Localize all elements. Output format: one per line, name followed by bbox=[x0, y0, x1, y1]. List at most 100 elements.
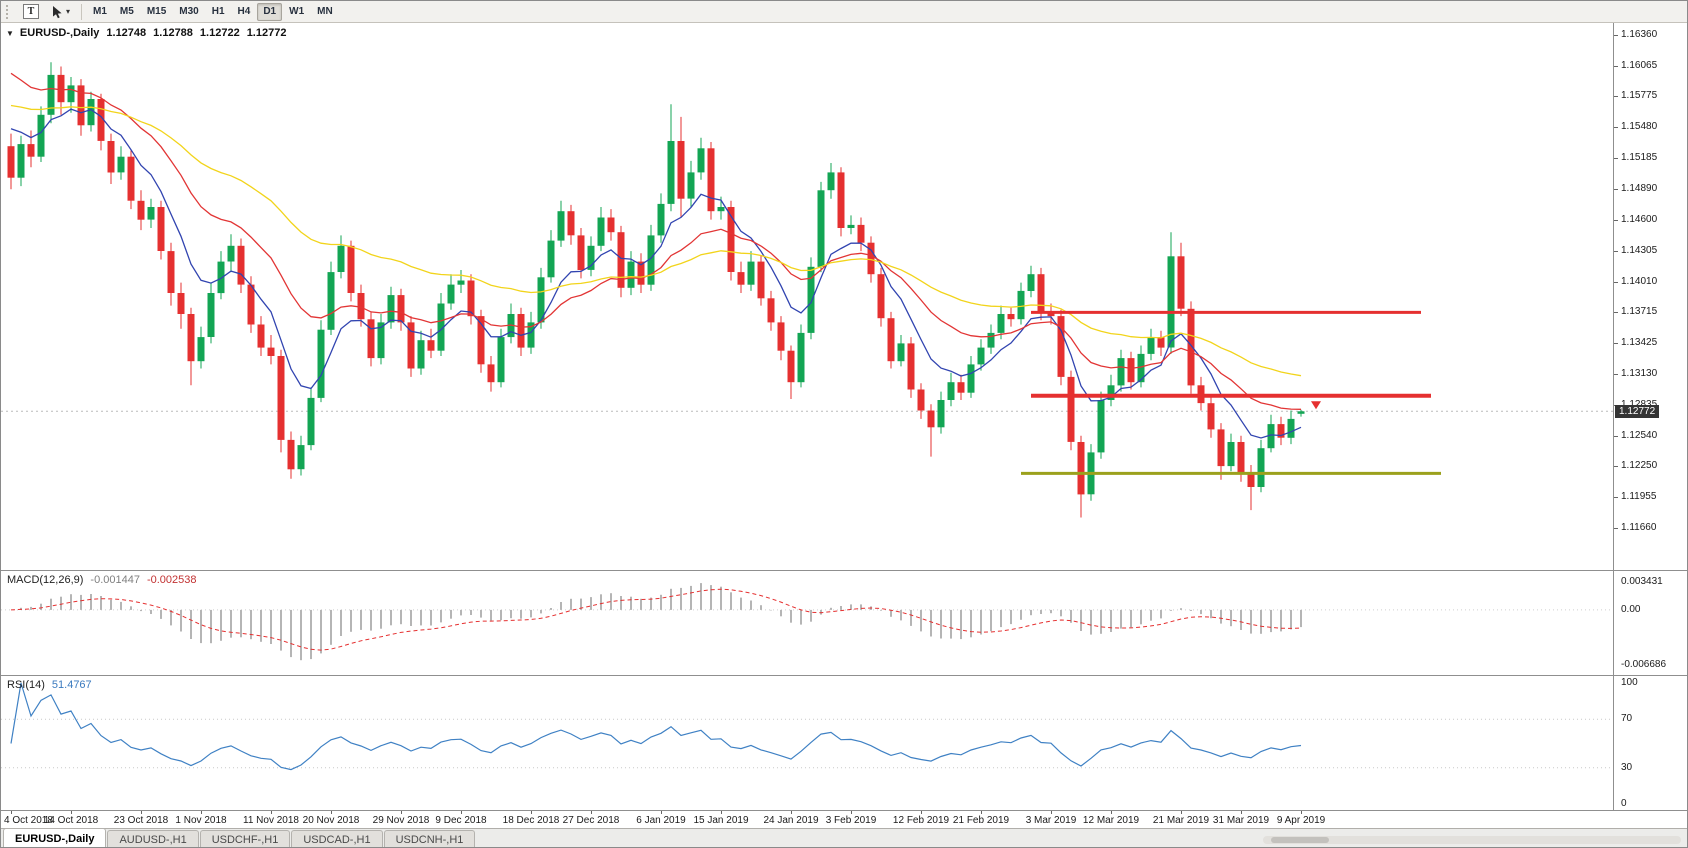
price-axis-label: 1.15480 bbox=[1621, 121, 1658, 132]
axis-tick bbox=[1614, 312, 1618, 313]
templates-icon: T bbox=[23, 4, 39, 19]
macd-signal-value: -0.002538 bbox=[146, 574, 197, 586]
ohlc-open: 1.12748 bbox=[106, 27, 147, 39]
axis-tick bbox=[1614, 343, 1618, 344]
axis-tick bbox=[1614, 189, 1618, 190]
ohlc-high: 1.12788 bbox=[153, 27, 193, 39]
price-axis-label: 1.14010 bbox=[1621, 276, 1658, 287]
rsi-axis-label: 100 bbox=[1621, 677, 1638, 688]
axis-tick bbox=[1614, 466, 1618, 467]
date-tick bbox=[1301, 811, 1302, 814]
date-axis-label: 31 Mar 2019 bbox=[1212, 815, 1270, 826]
date-axis[interactable]: 4 Oct 2018 14 Oct 2018 23 Oct 2018 1 Nov 20… bbox=[1, 811, 1687, 828]
date-axis-label: 27 Dec 2018 bbox=[562, 815, 620, 826]
axis-tick bbox=[1614, 528, 1618, 529]
toolbar-grip[interactable] bbox=[6, 4, 11, 19]
date-tick bbox=[141, 811, 142, 814]
timeframe-button-m30[interactable]: M30 bbox=[179, 6, 199, 17]
date-axis-label: 6 Jan 2019 bbox=[636, 815, 686, 826]
fast-ma-line bbox=[10, 108, 1302, 439]
date-tick bbox=[721, 811, 722, 814]
timeframe-buttons: M1 M5 M15 M30 H1 H4 D1 W1 MN bbox=[87, 2, 339, 21]
date-tick bbox=[1181, 811, 1182, 814]
price-axis-label: 1.15185 bbox=[1621, 152, 1658, 163]
date-tick bbox=[1051, 811, 1052, 814]
date-axis-label: 18 Dec 2018 bbox=[502, 815, 560, 826]
macd-axis-label: -0.006686 bbox=[1621, 659, 1667, 670]
rsi-value: 51.4767 bbox=[51, 679, 92, 691]
date-axis-label: 3 Mar 2019 bbox=[1025, 815, 1077, 826]
date-axis-label: 3 Feb 2019 bbox=[825, 815, 877, 826]
price-chart-canvas[interactable] bbox=[1, 23, 1613, 570]
date-axis-label: 23 Oct 2018 bbox=[113, 815, 169, 826]
price-axis-label: 1.13425 bbox=[1621, 337, 1658, 348]
price-axis-label: 1.14305 bbox=[1621, 245, 1658, 256]
rsi-panel[interactable]: RSI(14) 51.4767 100 70 30 0 bbox=[1, 676, 1687, 810]
macd-canvas[interactable] bbox=[1, 571, 1613, 675]
timeframe-button-m1[interactable]: M1 bbox=[93, 6, 107, 17]
date-axis-label: 9 Dec 2018 bbox=[435, 815, 487, 826]
axis-tick bbox=[1614, 220, 1618, 221]
tabbar-scrollbar-thumb[interactable] bbox=[1271, 837, 1329, 843]
timeframe-button-w1[interactable]: W1 bbox=[289, 6, 305, 17]
date-tick bbox=[71, 811, 72, 814]
macd-axis-label: 0.00 bbox=[1621, 604, 1641, 615]
date-tick bbox=[1241, 811, 1242, 814]
dropdown-caret-icon: ▾ bbox=[66, 7, 71, 16]
rsi-canvas[interactable] bbox=[1, 676, 1613, 810]
cursor-tool-button[interactable]: ▾ bbox=[45, 3, 76, 21]
chart-title: ▼ EURUSD-,Daily 1.12748 1.12788 1.12722 … bbox=[6, 27, 286, 39]
templates-button[interactable]: T bbox=[17, 3, 45, 21]
axis-tick bbox=[1614, 374, 1618, 375]
timeframe-button-d1[interactable]: D1 bbox=[257, 2, 283, 21]
macd-panel[interactable]: MACD(12,26,9) -0.001447 -0.002538 0.0034… bbox=[1, 571, 1687, 675]
rsi-name: RSI(14) bbox=[7, 679, 45, 691]
rsi-line bbox=[10, 682, 1302, 771]
timeframe-button-m15[interactable]: M15 bbox=[146, 6, 167, 17]
date-tick bbox=[1111, 811, 1112, 814]
price-axis-label: 1.12540 bbox=[1621, 430, 1658, 441]
price-axis[interactable]: 1.12772 1.16360 1.16065 1.15775 1.15480 1.15… bbox=[1613, 23, 1687, 570]
date-axis-label: 11 Nov 2018 bbox=[243, 815, 299, 826]
chart-tab-usdcnh-h1[interactable]: USDCNH-,H1 bbox=[383, 830, 476, 847]
axis-tick bbox=[1614, 282, 1618, 283]
slow-ma-line bbox=[10, 104, 1302, 377]
date-tick bbox=[851, 811, 852, 814]
price-chart-panel[interactable]: ▼ EURUSD-,Daily 1.12748 1.12788 1.12722 … bbox=[1, 23, 1687, 570]
tick-direction-arrow-icon bbox=[1311, 401, 1321, 410]
rsi-axis-label: 70 bbox=[1621, 713, 1633, 724]
date-axis-label: 4 Oct 2018 bbox=[4, 815, 53, 826]
date-axis-label: 21 Mar 2019 bbox=[1152, 815, 1210, 826]
medium-ma-line bbox=[10, 72, 1302, 410]
axis-tick bbox=[1614, 497, 1618, 498]
timeframe-button-m5[interactable]: M5 bbox=[119, 6, 134, 17]
cursor-icon bbox=[53, 5, 62, 18]
chart-tab-usdchf-h1[interactable]: USDCHF-,H1 bbox=[199, 830, 291, 847]
timeframe-button-mn[interactable]: MN bbox=[317, 6, 333, 17]
tabbar-scrollbar[interactable] bbox=[1263, 836, 1681, 844]
date-tick bbox=[791, 811, 792, 814]
axis-tick bbox=[1614, 158, 1618, 159]
rsi-label: RSI(14) 51.4767 bbox=[7, 679, 92, 691]
chart-tab-eurusd-daily[interactable]: EURUSD-,Daily bbox=[3, 828, 107, 847]
chart-tab-audusd-h1[interactable]: AUDUSD-,H1 bbox=[107, 830, 199, 847]
price-axis-label: 1.15775 bbox=[1621, 90, 1658, 101]
date-axis-label: 12 Feb 2019 bbox=[892, 815, 950, 826]
toolbar-separator bbox=[81, 3, 83, 20]
rsi-axis: 100 70 30 0 bbox=[1613, 676, 1687, 810]
date-tick bbox=[461, 811, 462, 814]
date-axis-label: 21 Feb 2019 bbox=[952, 815, 1010, 826]
toolbar: T ▾ M1 M5 M15 M30 H1 H4 D1 W1 MN bbox=[1, 1, 1687, 23]
price-axis-label: 1.16065 bbox=[1621, 60, 1658, 71]
panel-separator[interactable] bbox=[1, 570, 1687, 571]
timeframe-button-h4[interactable]: H4 bbox=[237, 6, 251, 17]
timeframe-button-h1[interactable]: H1 bbox=[211, 6, 225, 17]
chart-tab-usdcad-h1[interactable]: USDCAD-,H1 bbox=[291, 830, 383, 847]
date-axis-label: 29 Nov 2018 bbox=[372, 815, 430, 826]
panel-separator[interactable] bbox=[1, 675, 1687, 676]
macd-histogram bbox=[20, 583, 1302, 661]
ohlc-close: 1.12772 bbox=[246, 27, 287, 39]
axis-tick bbox=[1614, 35, 1618, 36]
chart-symbol-label: EURUSD-,Daily bbox=[19, 27, 100, 39]
